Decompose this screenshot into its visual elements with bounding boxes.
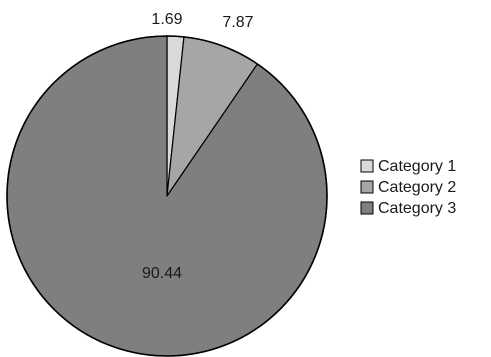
legend-label-3: Category 3: [378, 200, 456, 217]
legend-label-1: Category 1: [378, 158, 456, 175]
data-label-3: 90.44: [142, 265, 182, 282]
data-label-2: 7.87: [222, 14, 253, 31]
legend: Category 1 Category 2 Category 3: [360, 158, 456, 217]
data-label-1: 1.69: [151, 11, 182, 28]
pie-slices: [6, 35, 328, 357]
legend-swatch-3: [360, 201, 374, 215]
data-labels: 1.69 7.87 90.44: [142, 11, 254, 282]
legend-swatch-2: [360, 180, 374, 194]
pie-outline: [6, 35, 328, 357]
pie-slice-3: [6, 35, 328, 357]
legend-swatch-1: [360, 159, 374, 173]
legend-label-2: Category 2: [378, 179, 456, 196]
